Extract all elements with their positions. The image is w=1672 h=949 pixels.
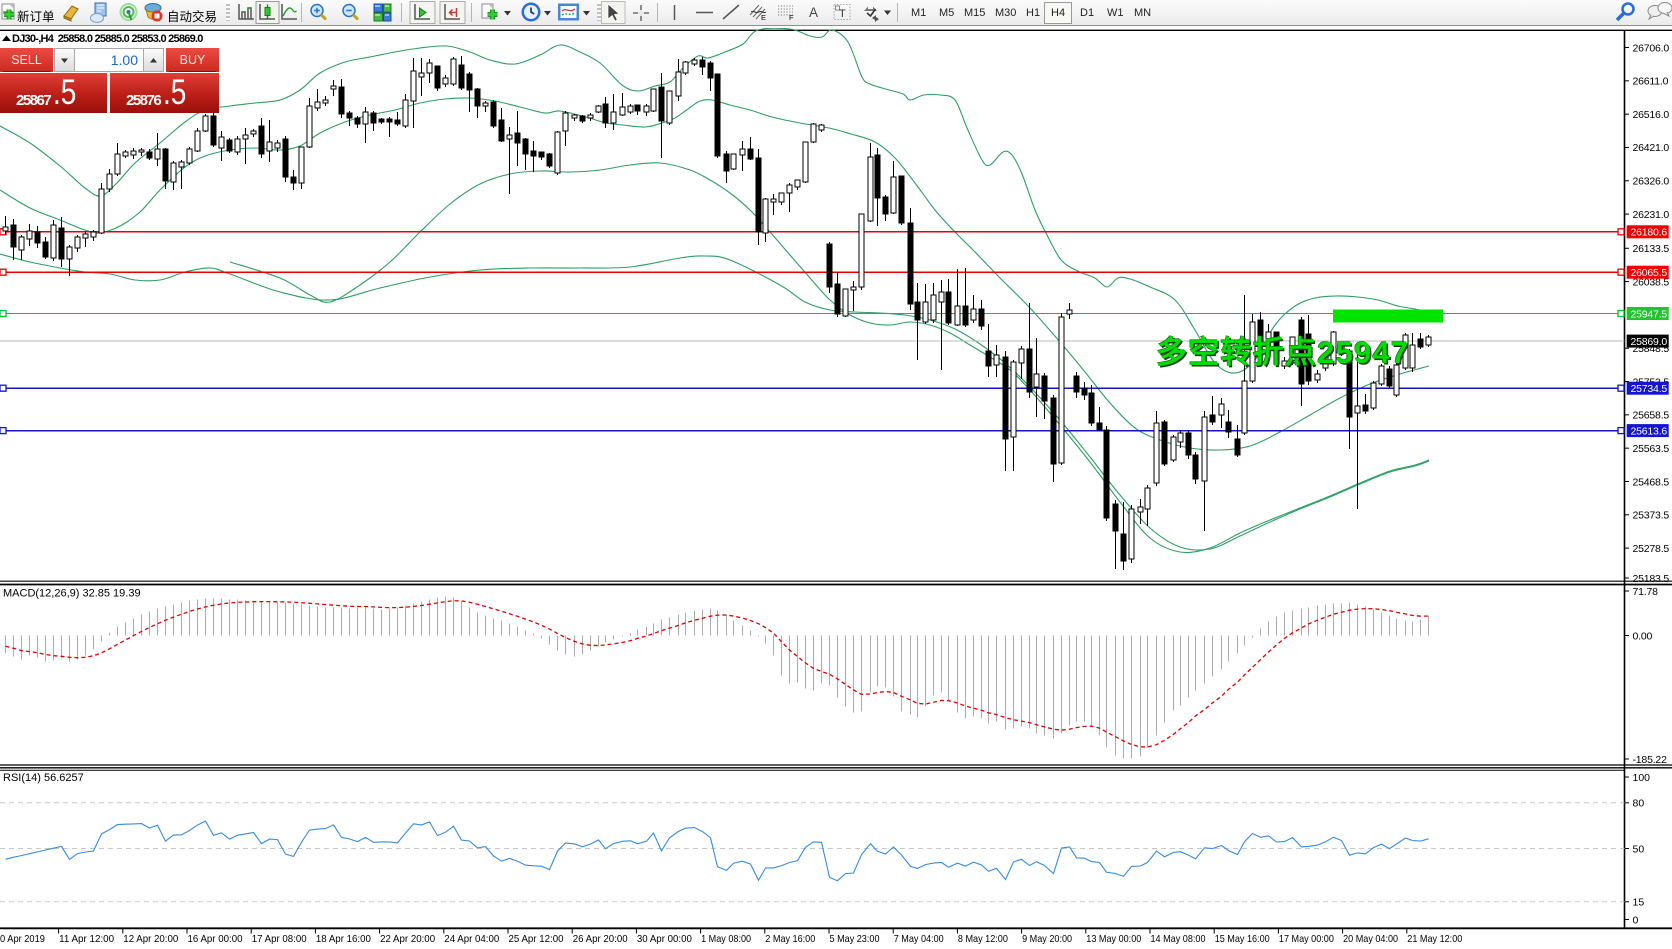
- svg-text:26611.0: 26611.0: [1633, 76, 1669, 88]
- svg-text:0: 0: [1633, 914, 1639, 926]
- svg-text:25468.5: 25468.5: [1633, 476, 1670, 488]
- svg-text:18 Apr 16:00: 18 Apr 16:00: [316, 933, 371, 945]
- svg-text:25278.5: 25278.5: [1633, 543, 1670, 555]
- svg-text:5 May 23:00: 5 May 23:00: [830, 933, 880, 945]
- svg-text:-185.22: -185.22: [1633, 754, 1668, 766]
- svg-text:26706.0: 26706.0: [1633, 42, 1670, 54]
- svg-text:26231.0: 26231.0: [1633, 209, 1670, 221]
- svg-text:25 Apr 12:00: 25 Apr 12:00: [509, 933, 564, 945]
- svg-text:15 May 16:00: 15 May 16:00: [1215, 933, 1270, 945]
- svg-text:26133.5: 26133.5: [1633, 243, 1670, 255]
- svg-text:A: A: [809, 5, 818, 20]
- svg-text:26038.5: 26038.5: [1633, 276, 1670, 288]
- svg-text:15: 15: [1633, 897, 1645, 909]
- svg-text:13 May 00:00: 13 May 00:00: [1086, 933, 1141, 945]
- svg-text:80: 80: [1633, 798, 1645, 810]
- svg-text:E: E: [761, 13, 766, 22]
- svg-text:14 May 08:00: 14 May 08:00: [1151, 933, 1206, 945]
- svg-text:T: T: [839, 8, 846, 20]
- svg-text:25183.5: 25183.5: [1633, 573, 1670, 585]
- svg-text:F: F: [789, 13, 794, 22]
- svg-text:26326.0: 26326.0: [1633, 176, 1670, 188]
- svg-text:0.00: 0.00: [1633, 630, 1653, 642]
- svg-text:26421.0: 26421.0: [1633, 142, 1670, 154]
- svg-text:25373.5: 25373.5: [1633, 510, 1670, 522]
- svg-text:25563.5: 25563.5: [1633, 443, 1670, 455]
- svg-text:26180.6: 26180.6: [1631, 227, 1668, 239]
- svg-text:10 Apr 2019: 10 Apr 2019: [0, 933, 45, 945]
- svg-text:26516.0: 26516.0: [1633, 109, 1670, 121]
- svg-text:25613.6: 25613.6: [1631, 425, 1668, 437]
- svg-text:16 Apr 00:00: 16 Apr 00:00: [188, 933, 243, 945]
- svg-text:2 May 16:00: 2 May 16:00: [765, 933, 815, 945]
- svg-text:7 May 04:00: 7 May 04:00: [894, 933, 944, 945]
- svg-text:25947.5: 25947.5: [1631, 308, 1668, 320]
- svg-text:100: 100: [1633, 772, 1651, 784]
- svg-text:71.78: 71.78: [1633, 586, 1659, 598]
- svg-text:MACD(12,26,9) 32.85 19.39: MACD(12,26,9) 32.85 19.39: [3, 588, 141, 600]
- svg-text:11 Apr 12:00: 11 Apr 12:00: [59, 933, 114, 945]
- svg-text:9 May 20:00: 9 May 20:00: [1022, 933, 1072, 945]
- svg-text:20 May 04:00: 20 May 04:00: [1343, 933, 1398, 945]
- svg-text:26 Apr 20:00: 26 Apr 20:00: [573, 933, 628, 945]
- svg-text:21 May 12:00: 21 May 12:00: [1407, 933, 1462, 945]
- svg-text:8 May 12:00: 8 May 12:00: [958, 933, 1008, 945]
- svg-text:RSI(14) 56.6257: RSI(14) 56.6257: [3, 772, 84, 784]
- svg-text:17 Apr 08:00: 17 Apr 08:00: [252, 933, 307, 945]
- svg-text:30 Apr 00:00: 30 Apr 00:00: [637, 933, 692, 945]
- svg-text:24 Apr 04:00: 24 Apr 04:00: [444, 933, 499, 945]
- svg-text:22 Apr 20:00: 22 Apr 20:00: [380, 933, 435, 945]
- svg-text:25658.5: 25658.5: [1633, 410, 1670, 422]
- svg-text:25734.5: 25734.5: [1631, 383, 1668, 395]
- svg-text:50: 50: [1633, 843, 1645, 855]
- svg-text:1 May 08:00: 1 May 08:00: [701, 933, 751, 945]
- svg-text:26065.5: 26065.5: [1631, 267, 1668, 279]
- svg-text:17 May 00:00: 17 May 00:00: [1279, 933, 1334, 945]
- svg-text:25869.0: 25869.0: [1631, 336, 1668, 348]
- svg-text:12 Apr 20:00: 12 Apr 20:00: [123, 933, 178, 945]
